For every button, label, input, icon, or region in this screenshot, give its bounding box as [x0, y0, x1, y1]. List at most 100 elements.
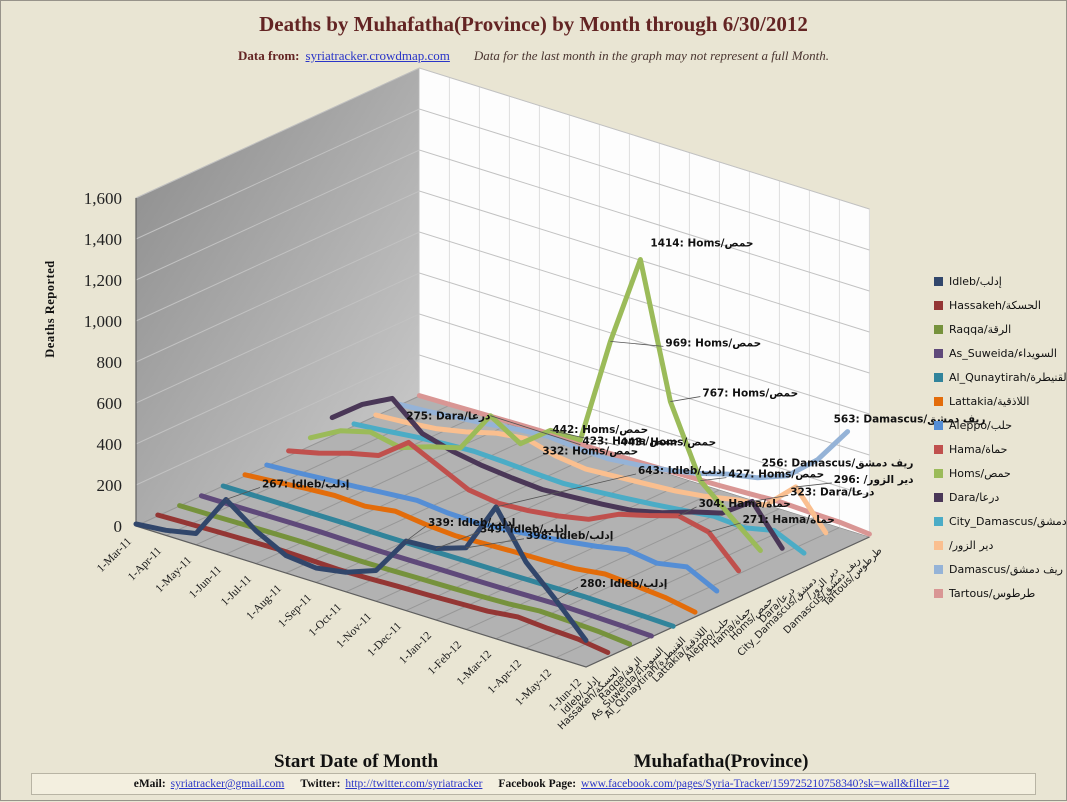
data-label: 643: Idleb/إدلب	[638, 465, 725, 477]
value-gridline	[135, 67, 870, 210]
data-label-leader	[700, 477, 727, 482]
data-label-leader	[495, 473, 637, 508]
data-label-leader	[490, 415, 581, 446]
legend-item: Damascus/ريف دمشق	[934, 563, 1066, 576]
facebook-link[interactable]: www.facebook.com/pages/Syria-Tracker/159…	[581, 778, 950, 790]
legend-label: As_Suweida/السويداء	[949, 347, 1057, 360]
legend-color-swatch	[934, 517, 943, 526]
x-tick-label: 1-May-12	[513, 667, 554, 708]
legend-label: Dara/درعا	[949, 491, 1000, 504]
data-label: 280: Idleb/إدلب	[580, 578, 667, 590]
data-label-leader	[795, 482, 832, 488]
x-tick-label: 1-Dec-11	[365, 620, 404, 659]
y-tick-label: 200	[97, 476, 123, 495]
legend-color-swatch	[934, 301, 943, 310]
legend-label: Homs/حمص	[949, 467, 1011, 480]
y-tick-label: 1,600	[84, 189, 122, 208]
data-label: 398: Idleb/إدلب	[526, 530, 613, 542]
y-tick-label: 800	[97, 353, 123, 372]
x-tick-label: 1-Aug-11	[244, 582, 284, 622]
chart-subtitle: Data from: syriatracker.crowdmap.com Data …	[1, 48, 1066, 64]
data-label-leader	[435, 532, 479, 549]
x-axis-title: Start Date of Month	[273, 751, 439, 772]
data-label: 442: Homs/حمص	[552, 424, 648, 436]
z-axis-title: Muhafatha(Province)	[633, 751, 809, 772]
legend-item: Al_Qunaytirah/القنيطرة	[934, 371, 1067, 384]
x-tick-label: 1-Jul-11	[219, 573, 254, 608]
legend-label: /دير الزور	[949, 539, 994, 552]
legend-label: Damascus/ريف دمشق	[949, 563, 1063, 576]
data-label: 256: Damascus/ريف دمشق	[762, 458, 914, 470]
series-line-12	[395, 401, 851, 481]
legend-color-swatch	[934, 493, 943, 502]
data-label-leader	[610, 340, 664, 347]
data-label: 304: Hama/حماة	[699, 498, 791, 510]
legend: Idleb/إدلب Hassakeh/الحسكة Raqqa/الرقة As_S…	[934, 275, 1067, 600]
legend-label: Hama/حماة	[949, 443, 1008, 456]
legend-color-swatch	[934, 565, 943, 574]
value-gridline	[135, 313, 870, 456]
legend-item: Hassakeh/الحسكة	[934, 299, 1066, 312]
series-line-9	[329, 395, 785, 551]
floor-gridline	[465, 498, 750, 630]
data-label-leader	[550, 429, 619, 446]
value-gridline	[135, 231, 870, 374]
value-gridline	[135, 354, 870, 497]
legend-label: Raqqa/الرقة	[949, 323, 1012, 336]
legend-color-swatch	[934, 541, 943, 550]
legend-label: Tartous/طرطوس	[949, 587, 1036, 600]
legend-item: As_Suweida/السويداء	[934, 347, 1066, 360]
data-label: 349: Idleb/إدلب	[480, 523, 567, 535]
data-label: 275: Dara/درعا	[406, 410, 491, 422]
x-tick-label: 1-Nov-11	[334, 611, 374, 651]
y-tick-label: 1,000	[84, 312, 122, 331]
legend-item: Homs/حمص	[934, 467, 1066, 480]
legend-item: /دير الزور	[934, 539, 1066, 552]
y-axis-title: Deaths Reported	[43, 260, 57, 358]
series-line-7	[286, 439, 742, 574]
data-label: 563: Damascus/ريف دمشق	[834, 414, 986, 426]
series-line-6	[264, 462, 720, 594]
legend-color-swatch	[934, 421, 943, 430]
y-tick-label: 1,400	[84, 230, 122, 249]
value-gridline	[135, 149, 870, 292]
series-line-4	[220, 483, 676, 629]
data-label: 271: Hama/حماة	[743, 514, 835, 526]
data-label: 332: Homs/حمص	[542, 446, 638, 458]
email-link[interactable]: syriatracker@gmail.com	[170, 778, 285, 790]
data-label-leader	[708, 522, 741, 533]
data-label-leader	[405, 525, 427, 542]
data-source-link[interactable]: syriatracker.crowdmap.com	[305, 48, 450, 63]
data-label: 969: Homs/حمص	[665, 337, 761, 349]
legend-color-swatch	[934, 589, 943, 598]
legend-label: Lattakia/اللاذقية	[949, 395, 1030, 408]
data-label-leader	[465, 538, 525, 549]
facebook-label: Facebook Page:	[498, 778, 577, 790]
data-label: 423: Homs/حمص	[582, 436, 678, 448]
value-gridline	[135, 108, 870, 251]
legend-item: Aleppo/حلب	[934, 419, 1066, 432]
floor-gridline	[495, 508, 780, 640]
legend-color-swatch	[934, 469, 943, 478]
chart-title: Deaths by Muhafatha(Province) by Month t…	[259, 12, 808, 36]
legend-label: Idleb/إدلب	[949, 275, 1002, 288]
data-label: 296: /دير الزور	[834, 474, 914, 486]
twitter-link[interactable]: http://twitter.com/syriatracker	[345, 778, 483, 790]
y-tick-label: 1,200	[84, 271, 122, 290]
legend-item: Idleb/إدلب	[934, 275, 1066, 288]
x-tick-label: 1-Mar-11	[95, 535, 134, 574]
x-tick-label: 1-Mar-12	[455, 648, 495, 688]
legend-color-swatch	[934, 325, 943, 334]
legend-item: Lattakia/اللاذقية	[934, 395, 1066, 408]
x-tick-label: 1-May-11	[153, 554, 194, 595]
legend-label: City_Damascus/دمشق	[949, 515, 1067, 528]
x-tick-label: 1-Oct-11	[307, 601, 345, 639]
data-label: 767: Homs/حمص	[702, 388, 798, 400]
data-label-leader	[555, 586, 579, 601]
legend-item: Tartous/طرطوس	[934, 587, 1066, 600]
axis-edge	[135, 198, 870, 668]
data-from-label: Data from:	[238, 48, 300, 63]
y-tick-label: 400	[97, 435, 123, 454]
